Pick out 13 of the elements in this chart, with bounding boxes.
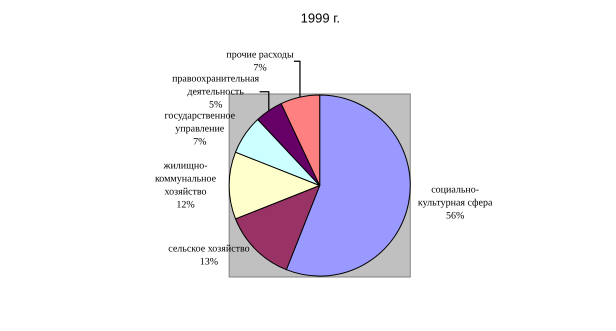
data-label: 13% (200, 256, 218, 268)
data-label: 56% (446, 210, 464, 222)
data-label: 7% (253, 62, 267, 74)
slice-label: правоохранительная деятельность (172, 73, 260, 98)
slice-label: сельское хозяйство (168, 244, 250, 255)
slice-label: прочие расходы (226, 49, 294, 60)
chart-title: 1999 г. (300, 10, 340, 26)
slice-label: социально-культурная сфера (418, 184, 493, 209)
data-label: 7% (193, 136, 206, 148)
slice-label: государственное управление (164, 110, 236, 134)
data-label: 5% (208, 99, 222, 110)
slice-label: жилищно-коммунальное хозяйство (154, 160, 217, 198)
data-label: 12% (176, 200, 195, 211)
